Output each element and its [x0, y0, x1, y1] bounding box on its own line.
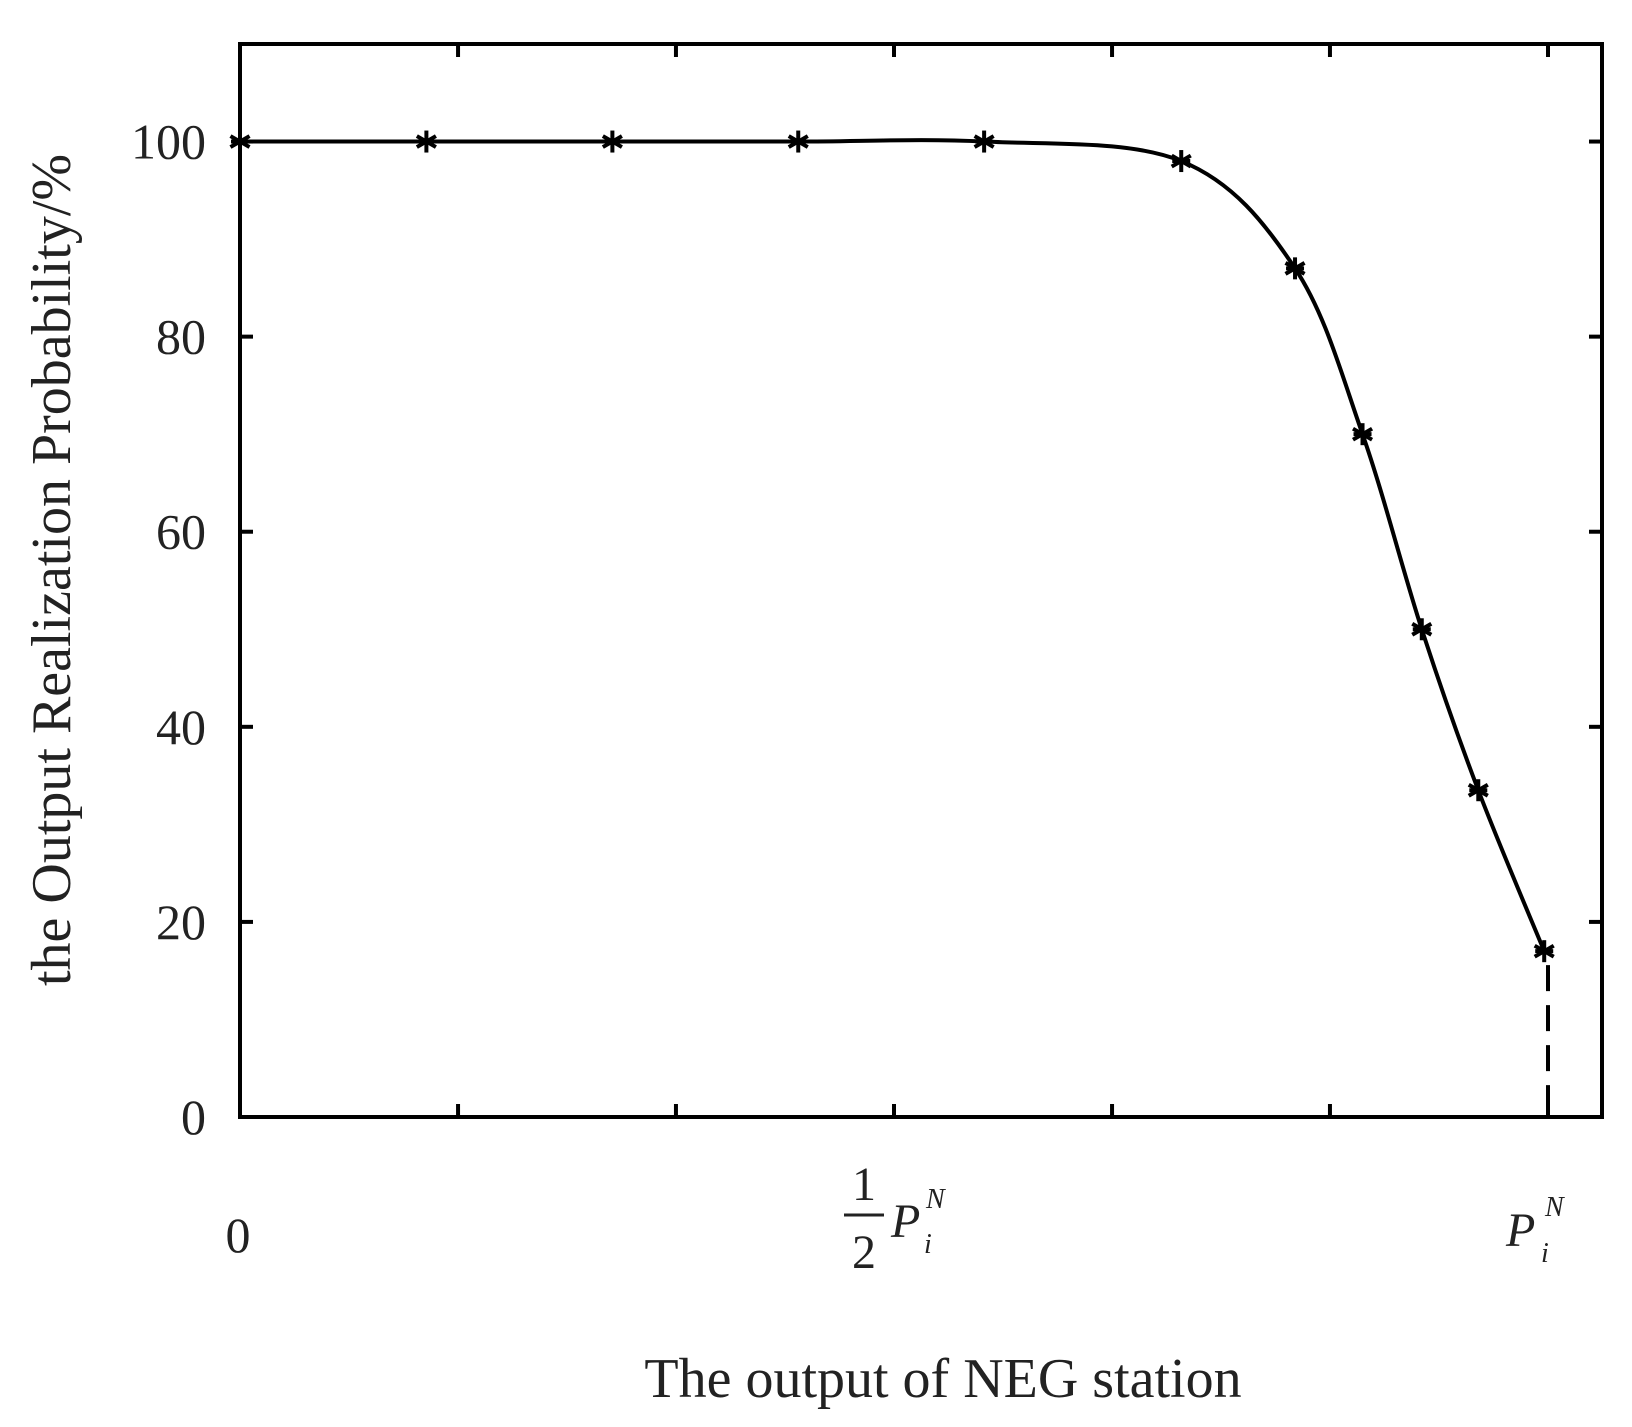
- y-tick-label: 60: [156, 504, 206, 560]
- y-tick-label: 100: [131, 114, 206, 170]
- x-axis-title: The output of NEG station: [644, 1348, 1241, 1410]
- x-tick-label: 1 2P Ni: [844, 1158, 946, 1279]
- math-variable: P: [890, 1195, 920, 1248]
- data-point-marker: [415, 130, 437, 153]
- data-series: [229, 130, 1555, 963]
- x-tick-label: P Ni: [1505, 1192, 1565, 1269]
- data-point-marker: [787, 130, 809, 153]
- plot-frame: [238, 42, 1604, 1119]
- x-axis-ticks: [456, 44, 1550, 1117]
- fraction-numerator: 1: [852, 1158, 876, 1211]
- data-point-marker: [1467, 779, 1489, 802]
- x-tick-label: 0: [226, 1207, 251, 1263]
- data-point-marker: [1284, 257, 1306, 280]
- data-point-marker: [1351, 423, 1374, 446]
- math-subscript: i: [1541, 1238, 1549, 1269]
- data-point-marker: [1411, 618, 1433, 641]
- fraction-denominator: 2: [852, 1226, 876, 1279]
- data-point-marker: [1533, 940, 1555, 963]
- data-point-marker: [973, 130, 995, 153]
- math-subscript: i: [924, 1229, 932, 1260]
- data-point-marker: [1170, 150, 1192, 173]
- math-superscript: N: [1544, 1192, 1565, 1223]
- y-axis-title: the Output Realization Probability/%: [21, 154, 83, 986]
- data-point-marker: [229, 130, 251, 153]
- y-axis-ticks: 0 20 40 60 80 100: [131, 114, 1602, 1145]
- data-point-marker: [601, 130, 623, 153]
- x-tick-label-plain: 0: [226, 1207, 251, 1263]
- math-variable: P: [1505, 1204, 1535, 1257]
- y-tick-label: 20: [156, 894, 206, 950]
- y-tick-label: 80: [156, 309, 206, 365]
- math-superscript: N: [925, 1184, 946, 1215]
- series-line: [240, 138, 1547, 952]
- y-tick-label: 40: [156, 699, 206, 755]
- y-tick-label: 0: [181, 1089, 206, 1145]
